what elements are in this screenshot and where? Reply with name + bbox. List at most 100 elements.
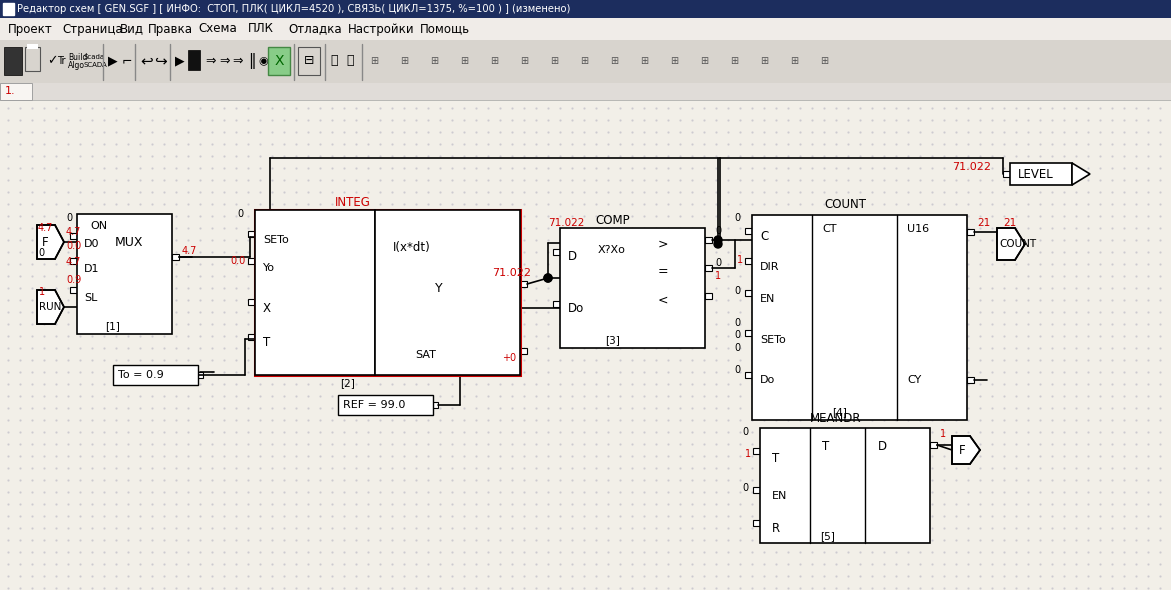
Text: 4.7: 4.7 <box>182 246 198 256</box>
Text: ▶: ▶ <box>108 54 117 67</box>
Bar <box>297 47 320 75</box>
Text: T: T <box>772 451 779 464</box>
Text: 1: 1 <box>745 449 751 459</box>
Polygon shape <box>37 225 64 259</box>
Text: ⊞: ⊞ <box>580 56 588 66</box>
Bar <box>753 520 760 526</box>
Bar <box>375 210 520 375</box>
Text: Редактор схем [ GEN.SGF ] [ ИНФО:  СТОП, ПЛК( ЦИКЛ=4520 ), СВЯЗЬ( ЦИКЛ=1375, %=1: Редактор схем [ GEN.SGF ] [ ИНФО: СТОП, … <box>18 4 570 14</box>
Text: MEANDR: MEANDR <box>810 412 862 425</box>
Bar <box>967 229 974 235</box>
Polygon shape <box>37 290 64 324</box>
Text: 0: 0 <box>715 226 721 236</box>
Text: 21: 21 <box>1004 218 1016 228</box>
Text: SCADA: SCADA <box>83 62 107 68</box>
Text: ✓: ✓ <box>47 54 57 67</box>
Text: ⊞: ⊞ <box>400 56 409 66</box>
Bar <box>4 3 14 15</box>
Text: 71.022: 71.022 <box>492 268 530 278</box>
Bar <box>77 214 172 334</box>
Text: Tr: Tr <box>57 56 66 66</box>
Text: D1: D1 <box>84 264 100 274</box>
Text: 0.0: 0.0 <box>66 241 81 251</box>
Bar <box>745 228 752 234</box>
Bar <box>1004 171 1011 177</box>
Text: 0: 0 <box>37 248 44 258</box>
Text: Схема: Схема <box>198 22 237 35</box>
Text: ⊞: ⊞ <box>489 56 498 66</box>
Text: C: C <box>760 231 768 244</box>
Bar <box>0 100 1171 590</box>
Bar <box>760 428 930 543</box>
Bar <box>338 395 433 415</box>
Text: ⌐: ⌐ <box>122 54 132 67</box>
Bar <box>172 254 179 260</box>
Bar <box>745 330 752 336</box>
Text: COMP: COMP <box>595 214 630 227</box>
Text: DIR: DIR <box>760 262 780 272</box>
Bar <box>520 348 527 354</box>
Text: ON: ON <box>90 221 107 231</box>
Text: >: > <box>658 238 669 251</box>
Bar <box>189 50 200 70</box>
Text: Вид: Вид <box>119 22 144 35</box>
Text: [1]: [1] <box>105 321 119 331</box>
Text: 🔍: 🔍 <box>330 54 337 67</box>
Text: [4]: [4] <box>833 407 847 417</box>
Text: F: F <box>959 444 966 457</box>
Text: ⊞: ⊞ <box>610 56 618 66</box>
Text: 0.9: 0.9 <box>66 275 81 285</box>
Text: EN: EN <box>772 491 787 501</box>
Bar <box>745 290 752 296</box>
Text: 4.7: 4.7 <box>66 227 81 237</box>
Text: =: = <box>658 266 669 278</box>
Text: 0: 0 <box>715 258 721 268</box>
Text: I(x*dt): I(x*dt) <box>393 241 431 254</box>
Text: ⊞: ⊞ <box>820 56 828 66</box>
Text: T: T <box>263 336 271 349</box>
Text: ⊞: ⊞ <box>550 56 559 66</box>
Bar <box>255 210 375 375</box>
Circle shape <box>545 274 552 282</box>
Text: 1: 1 <box>940 429 946 439</box>
Text: Настройки: Настройки <box>348 22 415 35</box>
Text: SL: SL <box>84 293 97 303</box>
Text: SETo: SETo <box>760 335 786 345</box>
Circle shape <box>714 236 723 244</box>
Text: D: D <box>878 440 888 453</box>
Bar <box>268 47 290 75</box>
Text: ⇒: ⇒ <box>219 54 230 67</box>
Text: Страница: Страница <box>62 22 123 35</box>
Bar <box>745 372 752 378</box>
Text: LEVEL: LEVEL <box>1018 168 1054 181</box>
Text: 0: 0 <box>734 365 740 375</box>
Bar <box>0 18 1171 40</box>
Bar <box>248 334 255 340</box>
Text: INTEG: INTEG <box>335 195 371 208</box>
Text: Build: Build <box>68 53 88 61</box>
Text: +0: +0 <box>502 353 516 363</box>
Text: ПЛК: ПЛК <box>248 22 274 35</box>
Text: R: R <box>772 522 780 535</box>
Bar <box>112 365 198 385</box>
Text: ▶: ▶ <box>174 54 185 67</box>
Text: ⊞: ⊞ <box>641 56 648 66</box>
Bar <box>255 210 520 375</box>
Text: ↪: ↪ <box>155 54 166 68</box>
Bar <box>967 377 974 383</box>
Bar <box>753 487 760 493</box>
Text: 0: 0 <box>734 213 740 223</box>
Text: 4.7: 4.7 <box>37 223 54 233</box>
Bar <box>745 258 752 264</box>
Text: Проект: Проект <box>8 22 53 35</box>
Text: RUN: RUN <box>39 302 61 312</box>
Bar <box>520 281 527 287</box>
Bar <box>25 47 40 71</box>
Text: To = 0.9: To = 0.9 <box>118 370 164 380</box>
Bar <box>70 258 77 264</box>
Text: 0: 0 <box>237 209 244 219</box>
Text: SAT: SAT <box>415 350 436 360</box>
Text: Do: Do <box>760 375 775 385</box>
Text: ‖: ‖ <box>248 53 255 69</box>
Bar <box>248 231 255 237</box>
